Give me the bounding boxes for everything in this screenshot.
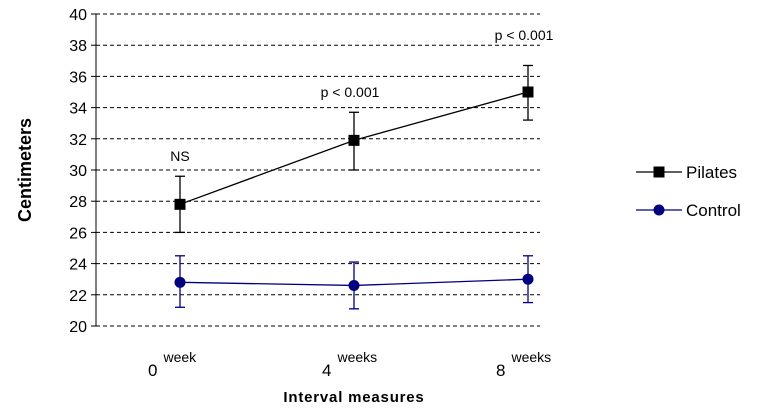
y-axis-label: Centimeters: [15, 118, 35, 222]
significance-label: p < 0.001: [321, 84, 380, 100]
legend-label: Pilates: [686, 163, 737, 182]
x-tick-labels: 0 week 4 weeks 8 weeks: [148, 349, 551, 380]
x-tick-unit: weeks: [336, 349, 377, 365]
y-tick-label: 36: [69, 69, 87, 86]
legend: Pilates Control: [636, 163, 741, 220]
series-layer: [174, 64, 534, 310]
series-control: [174, 255, 534, 310]
series-pilates: [174, 64, 534, 234]
gridlines: [91, 13, 540, 327]
significance-label: NS: [170, 148, 189, 164]
x-tick-label: 0 week: [148, 349, 197, 380]
y-tick-label: 24: [69, 257, 87, 274]
y-tick-label: 22: [69, 288, 87, 305]
legend-marker: [653, 204, 665, 216]
data-point: [522, 273, 534, 285]
data-point: [522, 86, 534, 98]
x-tick-unit: weeks: [510, 349, 551, 365]
x-tick-label: 8 weeks: [496, 349, 551, 380]
y-tick-label: 26: [69, 225, 87, 242]
x-tick-number: 8: [496, 361, 505, 380]
data-point: [348, 279, 360, 291]
data-point: [174, 198, 186, 210]
y-tick-label: 34: [69, 101, 87, 118]
y-tick-label: 30: [69, 163, 87, 180]
y-tick-label: 32: [69, 132, 87, 149]
legend-marker: [653, 166, 665, 178]
data-point: [348, 134, 360, 146]
x-tick-number: 0: [148, 361, 157, 380]
data-point: [174, 276, 186, 288]
legend-item-control: Control: [636, 201, 741, 220]
x-axis-label: Interval measures: [283, 389, 424, 406]
legend-label: Control: [686, 201, 741, 220]
y-tick-label: 38: [69, 38, 87, 55]
significance-label: p < 0.001: [495, 27, 554, 43]
legend-item-pilates: Pilates: [636, 163, 737, 182]
x-tick-label: 4 weeks: [322, 349, 377, 380]
x-tick-number: 4: [322, 361, 331, 380]
y-tick-label: 20: [69, 319, 87, 336]
annotations: NS p < 0.001 p < 0.001: [170, 27, 553, 164]
y-tick-label: 40: [69, 7, 87, 24]
y-tick-label: 28: [69, 194, 87, 211]
x-tick-unit: week: [162, 349, 197, 365]
y-tick-labels: 20 22 24 26 28 30 32 34 36 38 40: [69, 7, 87, 336]
